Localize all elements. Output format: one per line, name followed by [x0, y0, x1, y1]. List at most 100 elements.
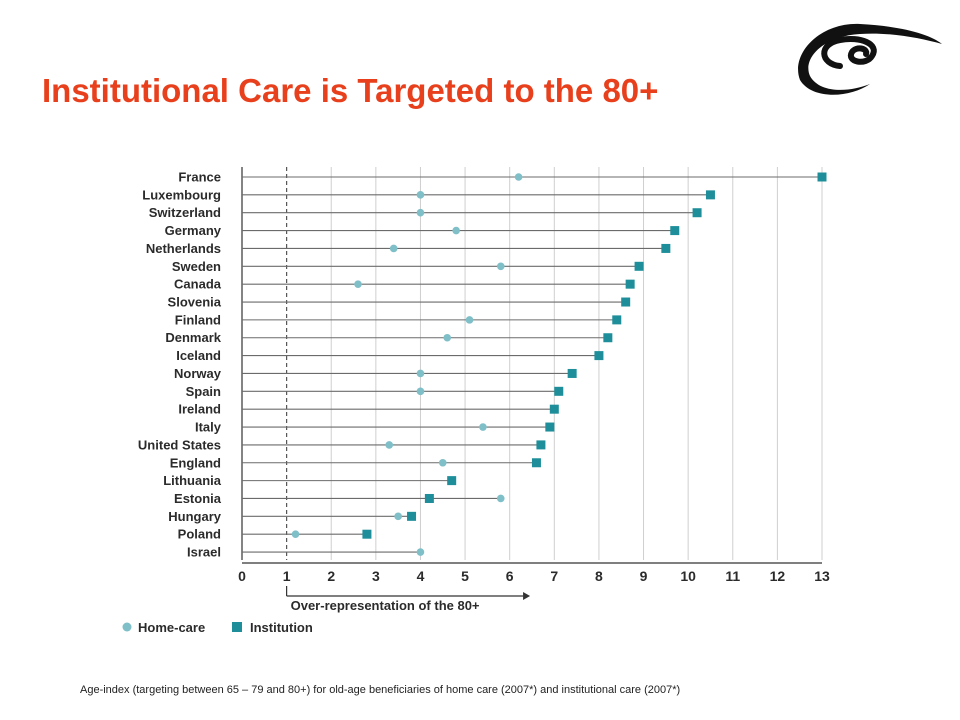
institution-point	[594, 351, 604, 361]
home-care-point	[416, 369, 425, 378]
institution-point	[634, 261, 644, 271]
x-label-arrow-head	[523, 592, 531, 600]
home-care-point	[452, 226, 460, 235]
country-label: Iceland	[176, 348, 221, 363]
institution-point	[554, 386, 564, 396]
institution-point	[625, 279, 635, 289]
country-row: Norway	[174, 366, 577, 381]
home-care-point	[416, 548, 425, 556]
institution-point	[567, 368, 577, 378]
institution-point	[424, 493, 434, 503]
country-label: Estonia	[174, 491, 222, 506]
institution-point	[531, 458, 541, 468]
x-tick-label: 3	[372, 568, 380, 584]
x-tick-label: 5	[461, 568, 469, 584]
home-care-point	[514, 173, 523, 181]
x-tick-label: 7	[550, 568, 558, 584]
country-label: France	[178, 170, 221, 185]
home-care-point	[465, 316, 474, 324]
country-row: Sweden	[172, 259, 644, 274]
country-row: Denmark	[165, 330, 613, 345]
x-tick-label: 13	[814, 568, 830, 584]
country-label: Netherlands	[146, 241, 221, 256]
x-tick-label: 8	[595, 568, 603, 584]
institution-point	[621, 297, 631, 307]
page-title: Institutional Care is Targeted to the 80…	[42, 72, 659, 109]
institution-point	[549, 404, 559, 414]
home-care-point	[438, 458, 447, 467]
institution-point	[661, 243, 671, 253]
country-row: England	[170, 455, 541, 470]
legend-institution-marker	[232, 622, 242, 632]
country-row: Spain	[186, 384, 564, 399]
legend-home-care-label: Home-care	[138, 620, 205, 635]
country-row: Canada	[174, 277, 635, 292]
home-care-point	[443, 333, 452, 342]
home-care-point	[416, 208, 425, 217]
country-label: Switzerland	[149, 205, 221, 220]
x-tick-label: 12	[770, 568, 786, 584]
country-label: Canada	[174, 277, 222, 292]
country-label: England	[170, 455, 221, 470]
institution-point	[447, 476, 457, 486]
home-care-point	[416, 191, 425, 199]
country-row: Germany	[165, 223, 680, 238]
council-of-europe-swirl-icon	[798, 23, 942, 95]
country-row: France	[178, 170, 827, 185]
institution-point	[705, 190, 715, 200]
institution-point	[670, 226, 680, 236]
country-label: Germany	[165, 223, 222, 238]
country-row: Ireland	[178, 402, 559, 417]
country-label: United States	[138, 437, 221, 452]
x-axis-label: Over-representation of the 80+	[291, 598, 480, 613]
home-care-point	[416, 387, 425, 396]
country-row: Estonia	[174, 491, 505, 506]
country-row: Switzerland	[149, 205, 702, 220]
country-label: Luxembourg	[142, 187, 221, 202]
footnote: Age-index (targeting between 65 – 79 and…	[80, 684, 681, 696]
institution-point	[545, 422, 555, 432]
x-tick-label: 9	[640, 568, 648, 584]
legend-institution-label: Institution	[250, 620, 313, 635]
institution-point	[603, 333, 613, 343]
country-label: Hungary	[168, 509, 222, 524]
home-care-point	[354, 280, 362, 288]
home-care-point	[479, 423, 487, 431]
country-row: Finland	[175, 312, 622, 327]
country-row: Slovenia	[168, 295, 631, 310]
home-care-point	[389, 244, 398, 253]
country-row: Italy	[195, 420, 555, 435]
x-tick-label: 11	[725, 568, 740, 584]
country-label: Finland	[175, 312, 221, 327]
home-care-point	[291, 530, 300, 538]
country-label: Poland	[178, 527, 221, 542]
country-label: Ireland	[178, 402, 221, 417]
x-tick-label: 2	[327, 568, 335, 584]
legend-home-care-marker	[122, 622, 132, 632]
institution-point	[817, 172, 827, 182]
country-row: Netherlands	[146, 241, 671, 256]
x-tick-label: 6	[506, 568, 514, 584]
home-care-point	[496, 494, 505, 503]
country-row: Israel	[187, 545, 425, 560]
country-rows: France Luxembourg Switzerland Germany Nether…	[138, 170, 827, 560]
country-row: Lithuania	[163, 473, 457, 488]
country-label: Spain	[186, 384, 221, 399]
country-row: Luxembourg	[142, 187, 715, 202]
country-row: Iceland	[176, 348, 604, 363]
x-tick-label: 4	[417, 568, 425, 584]
country-label: Sweden	[172, 259, 221, 274]
x-tick-label: 1	[283, 568, 291, 584]
country-row: United States	[138, 437, 546, 452]
institution-point	[612, 315, 622, 325]
institution-point	[362, 529, 372, 539]
home-care-point	[394, 512, 402, 521]
country-label: Norway	[174, 366, 222, 381]
institution-point	[407, 511, 417, 521]
x-tick-label: 0	[238, 568, 246, 584]
home-care-point	[385, 441, 394, 449]
country-label: Israel	[187, 545, 221, 560]
country-label: Italy	[195, 420, 222, 435]
